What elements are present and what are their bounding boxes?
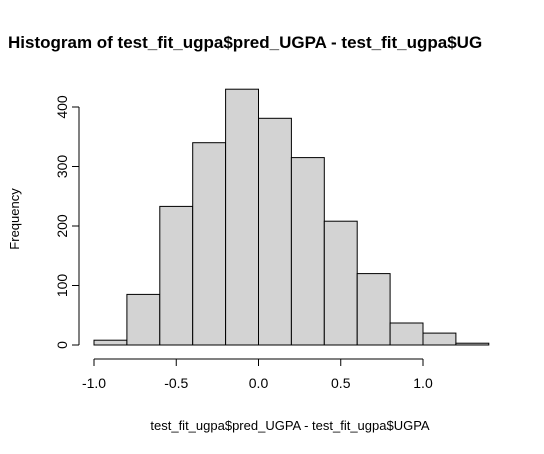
y-axis: 0 100 200 300 400: [54, 95, 80, 349]
y-tick-label: 200: [54, 214, 70, 238]
histogram-bar: [225, 88, 260, 346]
x-tick-label: 1.0: [413, 375, 433, 391]
x-tick-label: -1.0: [82, 375, 106, 391]
x-tick-label: 0.0: [249, 375, 269, 391]
y-tick-label: 0: [54, 341, 70, 349]
histogram-bar: [290, 157, 325, 346]
chart-title: Histogram of test_fit_ugpa$pred_UGPA - t…: [8, 33, 482, 52]
histogram-bar: [192, 142, 227, 346]
bars-group: [93, 88, 490, 346]
histogram-bar: [258, 117, 292, 346]
histogram-bar: [93, 339, 128, 346]
histogram-bar: [356, 273, 391, 346]
x-axis: -1.0 -0.5 0.0 0.5 1.0: [82, 358, 433, 391]
histogram-bar: [159, 205, 194, 346]
histogram-bar: [389, 322, 424, 346]
x-tick-label: -0.5: [164, 375, 188, 391]
y-tick-label: 300: [54, 155, 70, 179]
x-axis-label: test_fit_ugpa$pred_UGPA - test_fit_ugpa$…: [150, 418, 430, 433]
histogram-bar: [323, 220, 358, 346]
y-axis-label: Frequency: [7, 188, 22, 250]
y-tick-label: 100: [54, 274, 70, 298]
x-tick-label: 0.5: [331, 375, 351, 391]
y-tick-label: 400: [54, 95, 70, 119]
histogram-bar: [422, 332, 457, 346]
histogram-bar: [455, 342, 490, 346]
histogram-bar: [126, 293, 161, 346]
